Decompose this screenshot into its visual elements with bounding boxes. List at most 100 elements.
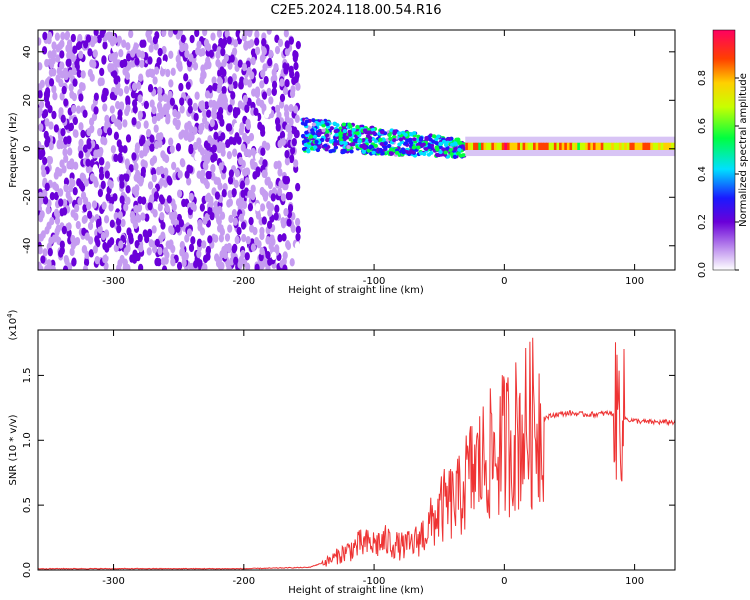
y-tick-label: -40 — [22, 238, 33, 254]
heatmap-cell — [232, 39, 239, 48]
colorbar-tick-label: 0.6 — [697, 118, 708, 134]
heatmap-cell — [164, 204, 170, 213]
heatmap-cell — [438, 150, 443, 155]
heatmap-cell — [218, 234, 224, 243]
heatmap-cell — [129, 254, 135, 263]
heatmap-cell — [250, 243, 257, 252]
heatmap-cell — [74, 203, 80, 213]
heatmap-cell — [232, 217, 239, 226]
heatmap-cell — [190, 201, 196, 211]
heatmap-cell — [238, 126, 244, 136]
heatmap-cell — [152, 244, 158, 254]
heatmap-cell — [447, 136, 452, 141]
heatmap-cell — [422, 151, 427, 156]
heatmap-cell — [122, 58, 128, 68]
heatmap-cell — [203, 38, 210, 48]
heatmap-cell — [44, 118, 50, 127]
heatmap-cell — [47, 247, 53, 257]
heatmap-cell — [663, 142, 667, 150]
heatmap-cell — [306, 148, 311, 153]
heatmap-cell — [261, 38, 267, 47]
heatmap-cell — [284, 109, 290, 119]
heatmap-cell — [147, 202, 153, 211]
heatmap-cell — [269, 234, 275, 243]
heatmap-cell — [201, 240, 207, 249]
heatmap-cell — [257, 121, 263, 131]
heatmap-cell — [217, 205, 223, 215]
heatmap-cell — [170, 216, 176, 225]
heatmap-cell — [53, 124, 59, 133]
heatmap-cell — [277, 187, 283, 197]
heatmap-cell — [218, 162, 224, 171]
heatmap-cell — [92, 164, 99, 173]
heatmap-cell — [202, 263, 208, 270]
heatmap-cell — [70, 234, 76, 244]
heatmap-cell — [76, 41, 82, 50]
heatmap-cell — [577, 142, 581, 150]
heatmap-cell — [166, 175, 172, 184]
heatmap-cell — [99, 67, 105, 77]
heatmap-cell — [63, 183, 69, 193]
heatmap-cell — [152, 201, 159, 210]
spectrogram-frame — [37, 29, 676, 271]
heatmap-cell — [178, 218, 185, 228]
heatmap-cell — [112, 56, 118, 65]
heatmap-cell — [184, 170, 190, 179]
heatmap-cell — [40, 255, 46, 264]
heatmap-cell — [231, 188, 237, 197]
heatmap-cell — [175, 54, 181, 64]
heatmap-cell — [204, 193, 211, 203]
heatmap-cell — [207, 235, 213, 244]
heatmap-cell — [250, 48, 257, 57]
x-tick-label: 0 — [501, 576, 507, 587]
heatmap-cell — [621, 142, 625, 150]
heatmap-cell — [632, 142, 636, 150]
heatmap-cell — [624, 142, 628, 150]
heatmap-cell — [285, 240, 291, 249]
heatmap-cell — [61, 165, 67, 174]
heatmap-cell — [60, 127, 66, 137]
heatmap-cell — [259, 203, 266, 212]
heatmap-cell — [277, 234, 283, 243]
heatmap-cell — [284, 40, 290, 49]
heatmap-cell — [388, 150, 394, 155]
heatmap-cell — [668, 142, 672, 150]
heatmap-cell — [248, 39, 255, 48]
y-tick-label: 0 — [22, 146, 33, 152]
heatmap-cell — [87, 210, 93, 219]
heatmap-cell — [234, 169, 240, 178]
heatmap-cell — [210, 154, 216, 163]
heatmap-cell — [42, 31, 48, 41]
heatmap-cell — [235, 30, 241, 38]
heatmap-cell — [221, 189, 227, 198]
heatmap-cell — [134, 239, 140, 249]
heatmap-cell — [118, 88, 124, 97]
heatmap-cell — [159, 196, 166, 205]
heatmap-cell — [99, 77, 105, 86]
heatmap-cell — [424, 146, 429, 151]
heatmap-cell — [240, 189, 246, 198]
heatmap-cell — [122, 145, 128, 154]
heatmap-cell — [282, 251, 288, 260]
heatmap-cell — [569, 142, 573, 150]
heatmap-cell — [561, 142, 565, 150]
heatmap-cell — [453, 146, 458, 151]
heatmap-cell — [338, 134, 343, 139]
heatmap-cell — [44, 87, 51, 96]
heatmap-cell — [148, 44, 154, 53]
heatmap-cell — [232, 80, 238, 89]
heatmap-cell — [284, 79, 290, 88]
heatmap-cell — [254, 30, 260, 39]
heatmap-cell — [289, 154, 295, 164]
heatmap-cell — [344, 135, 349, 140]
heatmap-cell — [253, 237, 260, 246]
heatmap-cell — [293, 105, 299, 114]
heatmap-cell — [60, 31, 66, 41]
heatmap-cell — [62, 67, 68, 77]
heatmap-cell — [159, 212, 165, 221]
heatmap-cell — [348, 137, 353, 142]
heatmap-cell — [208, 49, 215, 58]
heatmap-cell — [75, 220, 81, 230]
heatmap-cell — [522, 142, 526, 150]
